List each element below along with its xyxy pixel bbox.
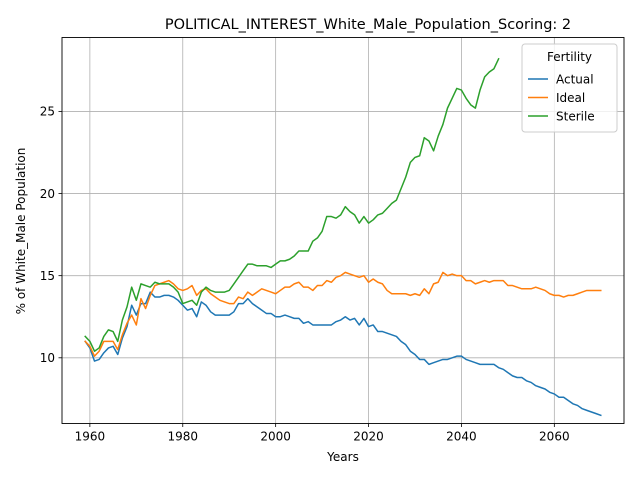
legend-label-sterile: Sterile	[556, 109, 595, 123]
legend-label-actual: Actual	[556, 72, 594, 86]
y-axis-label: % of White_Male Population	[14, 148, 28, 315]
plot-frame	[61, 37, 625, 424]
y-tick-label: 10	[40, 351, 55, 365]
x-tick-label: 1960	[75, 430, 106, 444]
x-tick-label: 2060	[539, 430, 570, 444]
legend-title: Fertility	[547, 50, 592, 64]
x-axis-label: Years	[326, 450, 359, 464]
axis-ticks: 1960 1980 2000 2020 2040 2060 10 15 20 25	[40, 105, 570, 444]
series-lines	[84, 57, 602, 417]
x-tick-label: 2040	[446, 430, 477, 444]
series-line-sterile	[84, 57, 500, 352]
x-tick-label: 1980	[167, 430, 198, 444]
chart-title: POLITICAL_INTEREST_White_Male_Population…	[165, 17, 571, 33]
y-tick-label: 25	[40, 105, 55, 119]
series-line-ideal	[84, 271, 602, 357]
legend-entries: Actual Ideal Sterile	[528, 72, 595, 123]
y-tick-label: 20	[40, 187, 55, 201]
legend: Fertility Actual Ideal Sterile	[521, 43, 618, 133]
legend-box	[521, 43, 618, 133]
series-line-actual	[84, 291, 602, 417]
x-tick-label: 2000	[260, 430, 291, 444]
y-tick-label: 15	[40, 269, 55, 283]
legend-label-ideal: Ideal	[556, 91, 585, 105]
x-tick-label: 2020	[353, 430, 384, 444]
